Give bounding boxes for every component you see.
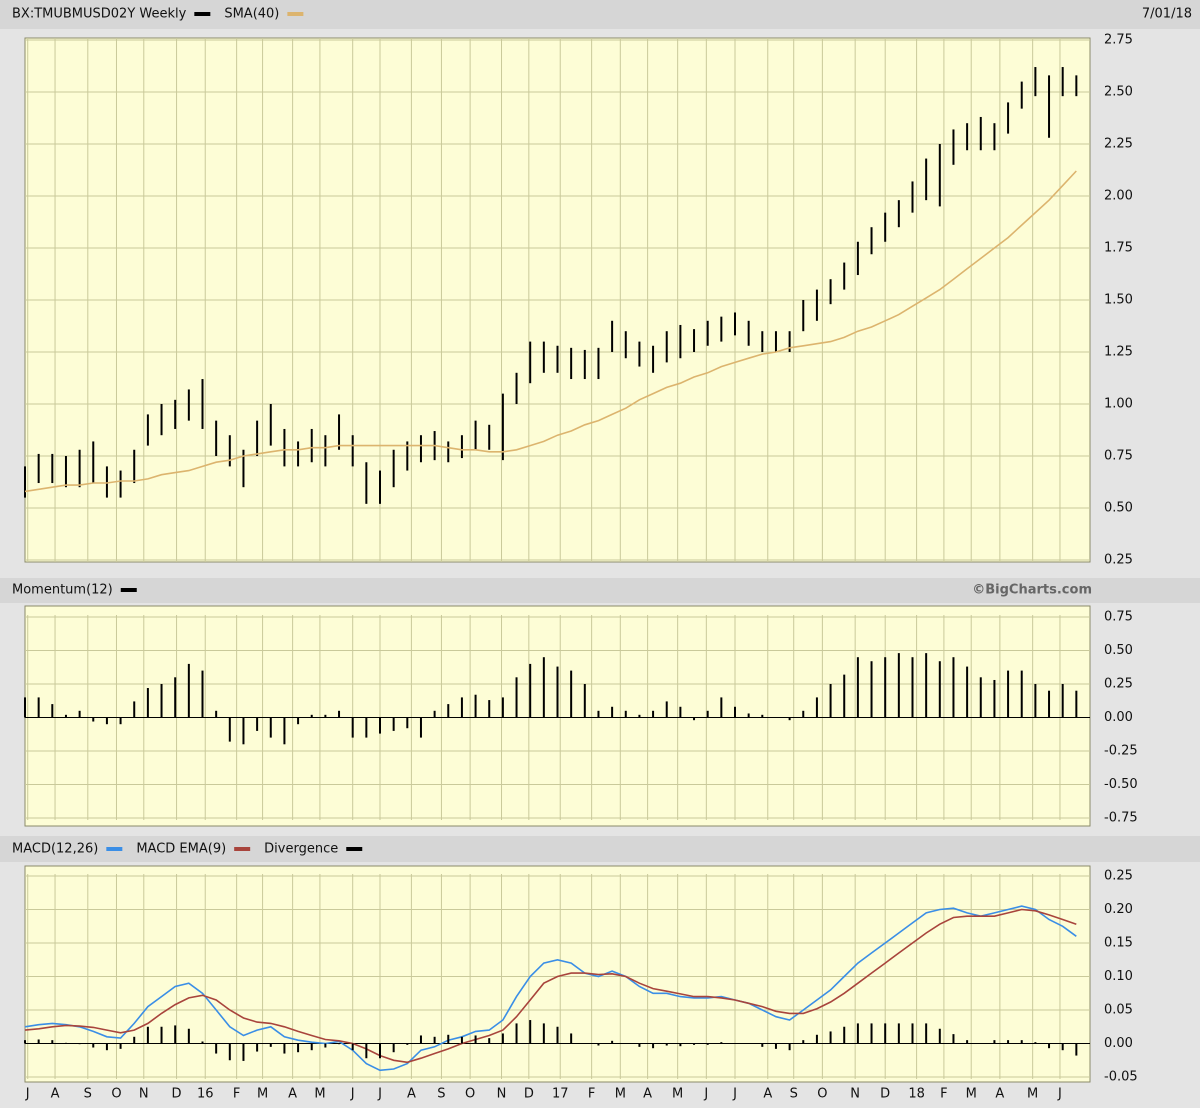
legend-swatch (287, 12, 304, 16)
x-tick-label: M (257, 1087, 268, 1102)
credit: ©BigCharts.com (972, 583, 1092, 598)
momentum-header (0, 578, 1200, 603)
x-tick-label: S (84, 1087, 92, 1102)
y-tick-label: 2.50 (1104, 85, 1133, 100)
y-tick-label: -0.50 (1104, 777, 1138, 792)
y-tick-label: 0.20 (1104, 902, 1133, 917)
legend-swatch (234, 847, 251, 851)
y-tick-label: -0.75 (1104, 811, 1138, 826)
macd-plot (24, 865, 1091, 1083)
x-tick-label: N (139, 1087, 149, 1102)
x-tick-label: 18 (908, 1087, 925, 1102)
y-tick-label: 2.25 (1104, 137, 1133, 152)
x-tick-label: F (588, 1087, 595, 1102)
x-tick-label: O (111, 1087, 121, 1102)
x-tick-label: A (643, 1087, 652, 1102)
x-tick-label: M (672, 1087, 683, 1102)
legend-label: SMA(40) (224, 7, 279, 22)
x-tick-label: O (817, 1087, 827, 1102)
legend-label: MACD(12,26) (12, 842, 98, 857)
macd-header (0, 836, 1200, 862)
legend-swatch (120, 588, 137, 592)
y-tick-label: 0.05 (1104, 1003, 1133, 1018)
y-tick-label: 0.75 (1104, 610, 1133, 625)
y-tick-label: 0.00 (1104, 710, 1133, 725)
x-tick-label: M (1027, 1087, 1038, 1102)
y-tick-label: 0.10 (1104, 969, 1133, 984)
x-tick-label: D (880, 1087, 890, 1102)
x-tick-label: J (703, 1087, 708, 1102)
y-tick-label: 0.75 (1104, 449, 1133, 464)
legend-swatch (106, 847, 123, 851)
y-tick-label: -0.25 (1104, 744, 1138, 759)
x-tick-label: N (850, 1087, 860, 1102)
y-tick-label: 1.25 (1104, 345, 1133, 360)
y-tick-label: 0.25 (1104, 869, 1133, 884)
x-tick-label: A (763, 1087, 772, 1102)
legend-label: Divergence (264, 842, 338, 857)
x-tick-label: J (377, 1087, 382, 1102)
x-tick-label: A (407, 1087, 416, 1102)
legend-label: Momentum(12) (12, 583, 113, 598)
legend-swatch (194, 12, 211, 16)
x-tick-label: A (51, 1087, 60, 1102)
y-tick-label: 0.15 (1104, 936, 1133, 951)
y-tick-label: 1.75 (1104, 241, 1133, 256)
x-tick-label: J (732, 1087, 737, 1102)
line (24, 170, 1077, 493)
y-tick-label: 0.00 (1104, 1036, 1133, 1051)
x-tick-label: F (233, 1087, 240, 1102)
y-tick-label: 2.00 (1104, 189, 1133, 204)
x-tick-label: A (995, 1087, 1004, 1102)
y-tick-label: 2.75 (1104, 33, 1133, 48)
line (24, 908, 1077, 1064)
x-tick-label: M (966, 1087, 977, 1102)
legend-label: MACD EMA(9) (136, 842, 226, 857)
x-tick-label: M (314, 1087, 325, 1102)
x-tick-label: S (790, 1087, 798, 1102)
x-tick-label: D (172, 1087, 182, 1102)
x-tick-label: O (465, 1087, 475, 1102)
x-tick-label: N (497, 1087, 507, 1102)
y-tick-label: 1.00 (1104, 397, 1133, 412)
legend-swatch (346, 847, 363, 851)
y-tick-label: 1.50 (1104, 293, 1133, 308)
date-label: 7/01/18 (1142, 7, 1192, 22)
y-tick-label: -0.05 (1104, 1070, 1138, 1085)
x-tick-label: M (615, 1087, 626, 1102)
y-tick-label: 0.50 (1104, 643, 1133, 658)
x-tick-label: 17 (552, 1087, 569, 1102)
x-tick-label: J (350, 1087, 355, 1102)
x-tick-label: S (437, 1087, 445, 1102)
line (24, 905, 1077, 1072)
y-tick-label: 0.25 (1104, 553, 1133, 568)
y-tick-label: 0.50 (1104, 501, 1133, 516)
x-tick-label: D (524, 1087, 534, 1102)
legend-label: BX:TMUBMUSD02Y Weekly (12, 7, 187, 22)
x-tick-label: J (25, 1087, 30, 1102)
x-tick-label: 16 (197, 1087, 214, 1102)
x-tick-label: F (940, 1087, 947, 1102)
x-tick-label: J (1057, 1087, 1062, 1102)
x-tick-label: A (288, 1087, 297, 1102)
y-tick-label: 0.25 (1104, 677, 1133, 692)
